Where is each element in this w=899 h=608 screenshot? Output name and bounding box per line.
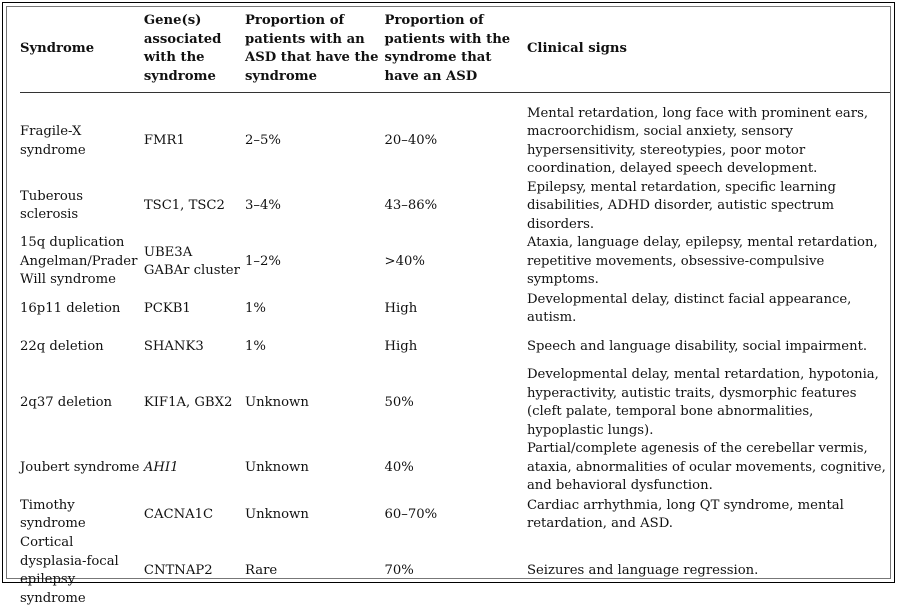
cell-clinical-signs: Seizures and language regression. bbox=[526, 562, 759, 578]
table-row: 2q37 deletion KIF1A, GBX2 Unknown 50% De… bbox=[20, 366, 890, 440]
asd-syndromes-table: Syndrome Gene(s) associated with the syn… bbox=[20, 7, 890, 608]
cell-syndrome: Fragile-X syndrome bbox=[20, 124, 86, 158]
cell-asd-with-syndrome: 1% bbox=[245, 300, 266, 316]
table-row: Fragile-X syndrome FMR1 2–5% 20–40% Ment… bbox=[20, 92, 890, 179]
cell-genes: AHI1 bbox=[143, 459, 179, 475]
header-syndrome-with-asd: Proportion of patients with the syndrome… bbox=[384, 7, 527, 93]
cell-genes: FMR1 bbox=[143, 133, 185, 149]
cell-clinical-signs: Ataxia, language delay, epilepsy, mental… bbox=[526, 235, 878, 288]
cell-syndrome: Timothy syndrome bbox=[20, 497, 86, 532]
cell-genes: CNTNAP2 bbox=[143, 562, 213, 578]
cell-genes: UBE3A GABAr cluster bbox=[143, 244, 240, 279]
cell-syndrome-with-asd: 70% bbox=[384, 562, 414, 578]
table-row: Joubert syndrome AHI1 Unknown 40% Partia… bbox=[20, 440, 890, 496]
cell-genes: TSC1, TSC2 bbox=[143, 198, 225, 213]
cell-syndrome: Tuberous sclerosis bbox=[20, 188, 84, 223]
cell-syndrome-with-asd: High bbox=[384, 300, 418, 316]
table-row: Tuberous sclerosis TSC1, TSC2 3–4% 43–86… bbox=[20, 179, 890, 235]
cell-syndrome: 16p11 deletion bbox=[20, 300, 121, 316]
table-row: Cortical dysplasia-focal epilepsy syndro… bbox=[20, 534, 890, 608]
cell-asd-with-syndrome: 2–5% bbox=[245, 133, 281, 149]
table-row: 22q deletion SHANK3 1% High Speech and l… bbox=[20, 328, 890, 366]
header-syndrome: Syndrome bbox=[20, 7, 144, 93]
cell-clinical-signs: Partial/complete agenesis of the cerebel… bbox=[526, 441, 886, 494]
cell-clinical-signs: Developmental delay, distinct facial app… bbox=[526, 291, 852, 326]
cell-syndrome: 22q deletion bbox=[20, 338, 104, 354]
cell-syndrome-with-asd: 60–70% bbox=[384, 506, 438, 522]
table-header-row: Syndrome Gene(s) associated with the syn… bbox=[20, 7, 890, 93]
table-row: 15q duplication Angelman/Prader Will syn… bbox=[20, 234, 890, 290]
cell-clinical-signs: Developmental delay, mental retardation,… bbox=[526, 367, 879, 438]
cell-clinical-signs: Cardiac arrhythmia, long QT syndrome, me… bbox=[526, 497, 844, 532]
cell-genes: PCKB1 bbox=[143, 300, 191, 316]
cell-asd-with-syndrome: Unknown bbox=[245, 459, 309, 475]
table-row: Timothy syndrome CACNA1C Unknown 60–70% … bbox=[20, 496, 890, 534]
cell-syndrome-with-asd: 20–40% bbox=[384, 133, 438, 149]
cell-syndrome-with-asd: >40% bbox=[384, 253, 425, 269]
cell-syndrome-with-asd: High bbox=[384, 338, 418, 354]
table-inner-border: Syndrome Gene(s) associated with the syn… bbox=[6, 6, 891, 606]
cell-clinical-signs: Epilepsy, mental retardation, specific l… bbox=[526, 179, 836, 232]
cell-asd-with-syndrome: 1% bbox=[245, 338, 266, 354]
header-genes: Gene(s) associated with the syndrome bbox=[143, 7, 245, 93]
cell-syndrome: Cortical dysplasia-focal epilepsy syndro… bbox=[20, 535, 119, 606]
cell-asd-with-syndrome: Unknown bbox=[245, 394, 309, 410]
cell-syndrome-with-asd: 43–86% bbox=[384, 198, 438, 213]
cell-genes: CACNA1C bbox=[143, 506, 214, 522]
cell-asd-with-syndrome: 3–4% bbox=[245, 198, 281, 213]
cell-syndrome: 2q37 deletion bbox=[20, 394, 113, 410]
header-clinical-signs: Clinical signs bbox=[526, 7, 890, 93]
cell-asd-with-syndrome: Rare bbox=[245, 562, 278, 578]
cell-syndrome-with-asd: 50% bbox=[384, 394, 414, 410]
cell-syndrome: 15q duplication Angelman/Prader Will syn… bbox=[20, 235, 138, 288]
cell-asd-with-syndrome: 1–2% bbox=[245, 253, 281, 269]
cell-syndrome: Joubert syndrome bbox=[20, 459, 140, 475]
table-row: 16p11 deletion PCKB1 1% High Development… bbox=[20, 290, 890, 328]
cell-clinical-signs: Speech and language disability, social i… bbox=[526, 338, 868, 354]
cell-clinical-signs: Mental retardation, long face with promi… bbox=[526, 105, 869, 177]
cell-genes: SHANK3 bbox=[143, 338, 204, 354]
cell-asd-with-syndrome: Unknown bbox=[245, 506, 309, 522]
cell-genes: KIF1A, GBX2 bbox=[143, 394, 233, 410]
cell-syndrome-with-asd: 40% bbox=[384, 459, 414, 475]
header-asd-with-syndrome: Proportion of patients with an ASD that … bbox=[245, 7, 385, 93]
